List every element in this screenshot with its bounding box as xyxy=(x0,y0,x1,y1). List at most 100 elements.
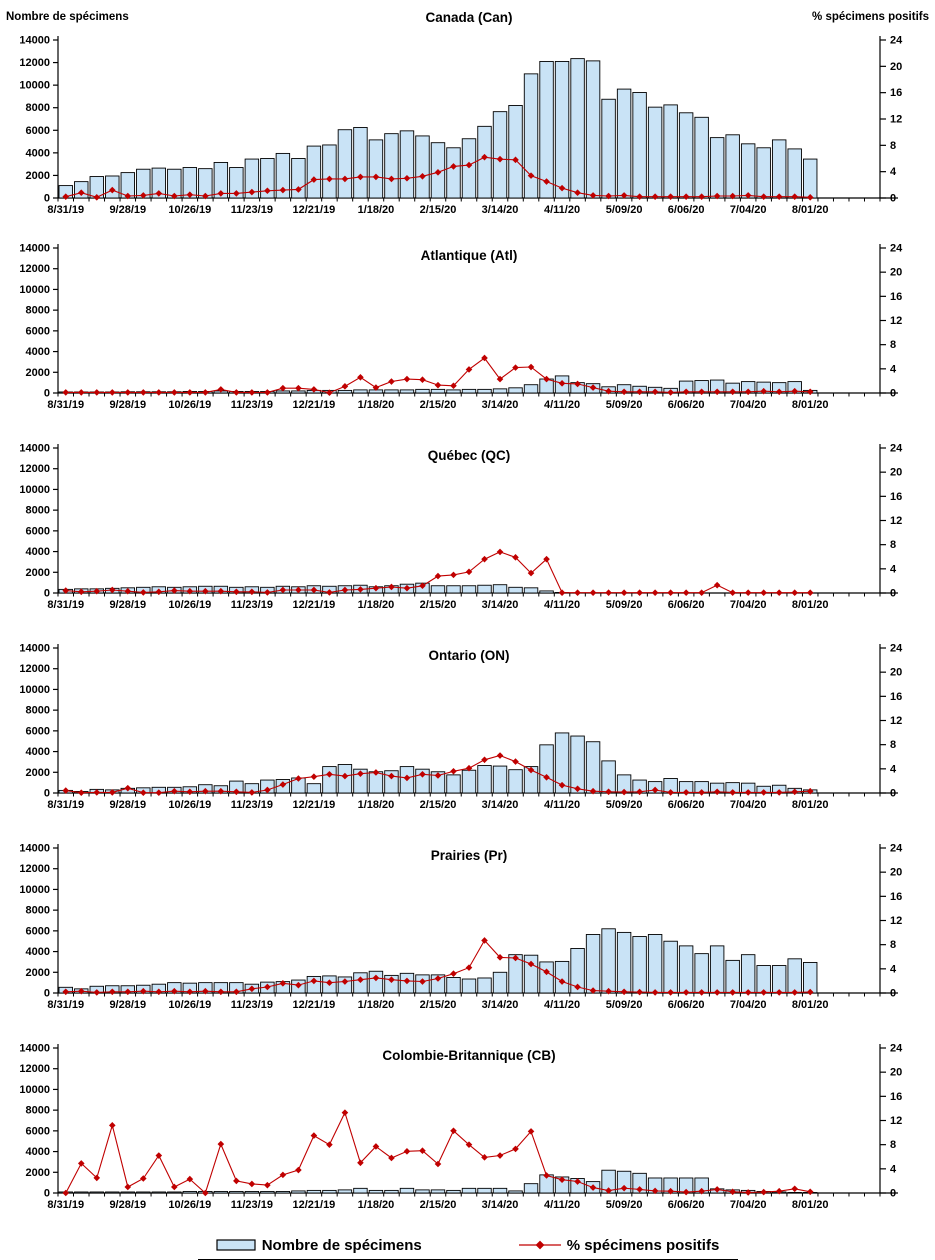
panel-title-ontario: Ontario (ON) xyxy=(429,648,510,663)
pct-point-week-2 xyxy=(77,1160,85,1167)
pct-point-week-38 xyxy=(636,388,643,396)
pct-point-week-44 xyxy=(729,789,736,796)
pct-point-week-33 xyxy=(558,589,566,596)
bar-week-31 xyxy=(523,384,539,394)
y-left-tick-label: 6000 xyxy=(26,725,50,737)
y-left-tick-label: 10000 xyxy=(19,884,50,896)
pct-point-week-23 xyxy=(403,977,411,985)
pct-point-week-36 xyxy=(605,1187,612,1194)
pct-point-week-21 xyxy=(372,173,380,181)
pct-point-week-9 xyxy=(186,988,194,996)
left-axis-title: Nombre de spécimens xyxy=(6,11,129,23)
pct-point-week-15 xyxy=(279,781,287,788)
pct-point-week-19 xyxy=(341,978,349,985)
pct-point-week-43 xyxy=(713,788,721,796)
bar-week-28 xyxy=(477,125,492,199)
x-tick-label: 8/31/19 xyxy=(47,204,84,216)
bar-week-49 xyxy=(803,158,818,199)
x-tick-label: 10/26/19 xyxy=(168,799,211,811)
x-tick-label: 1/18/20 xyxy=(358,204,395,216)
bar-week-33 xyxy=(554,732,570,794)
pct-point-week-11 xyxy=(217,988,225,996)
x-tick-label: 9/28/19 xyxy=(109,1199,146,1211)
bar-week-26 xyxy=(446,147,461,199)
bar-week-36 xyxy=(601,928,616,994)
pct-point-week-6 xyxy=(140,192,147,199)
pct-point-week-29 xyxy=(496,752,504,759)
pct-point-week-33 xyxy=(558,781,566,789)
bar-week-47 xyxy=(771,139,787,199)
pct-point-week-1 xyxy=(62,389,70,396)
pct-point-week-20 xyxy=(357,976,364,984)
bar-week-28 xyxy=(477,977,492,994)
y-right-tick-label: 0 xyxy=(890,388,896,400)
pct-point-week-43 xyxy=(713,388,721,396)
pct-point-week-25 xyxy=(434,1160,442,1168)
pct-point-week-39 xyxy=(651,193,659,200)
pct-point-week-37 xyxy=(620,1184,628,1192)
pct-point-week-38 xyxy=(636,589,643,596)
bar-week-16 xyxy=(291,1190,306,1194)
y-right-tick-label: 16 xyxy=(890,891,902,903)
y-left-tick-label: 2000 xyxy=(26,170,50,182)
pct-point-week-21 xyxy=(372,1143,380,1150)
pct-point-week-30 xyxy=(512,1145,519,1153)
bar-week-40 xyxy=(663,940,678,994)
pct-point-week-39 xyxy=(651,589,659,596)
pct-point-week-14 xyxy=(264,983,271,991)
y-right-tick-label: 24 xyxy=(890,443,903,455)
bar-week-42 xyxy=(694,116,709,199)
bar-week-20 xyxy=(353,127,368,199)
bar-week-3 xyxy=(89,1191,104,1194)
pct-point-week-12 xyxy=(233,588,240,596)
y-left-tick-label: 8000 xyxy=(26,102,50,114)
y-left-tick-label: 10000 xyxy=(19,284,50,296)
chart-colombie-britannique: 0 2000 4000 6000 8000 10000 12000 14000 0 4 8 12 16 2… xyxy=(19,1043,903,1212)
y-axis-right: 0 4 8 12 16 20 24 xyxy=(880,1043,903,1200)
line-pct-positifs xyxy=(62,548,814,596)
pct-point-week-17 xyxy=(310,176,318,183)
x-tick-label: 2/15/20 xyxy=(420,999,457,1011)
y-left-tick-label: 8000 xyxy=(26,505,50,517)
y-left-tick-label: 12000 xyxy=(19,1063,50,1075)
pct-point-week-28 xyxy=(481,354,488,362)
bar-week-39 xyxy=(647,934,663,994)
panel-title-atlantique: Atlantique (Atl) xyxy=(421,248,518,263)
pct-point-week-49 xyxy=(806,388,814,396)
pct-point-week-7 xyxy=(155,190,163,197)
pct-point-week-33 xyxy=(558,184,566,192)
pct-point-week-32 xyxy=(543,375,550,383)
x-axis: 8/31/19 9/28/19 10/26/19 11/23/19 12/21/19 1/… xyxy=(47,393,881,411)
bar-week-23 xyxy=(399,1187,415,1194)
pct-point-week-8 xyxy=(171,1183,178,1191)
x-tick-label: 9/28/19 xyxy=(109,399,146,411)
bar-week-35 xyxy=(585,934,601,994)
pct-point-week-3 xyxy=(93,194,101,201)
bar-week-46 xyxy=(756,147,771,199)
bar-week-18 xyxy=(322,1189,337,1194)
pct-point-week-5 xyxy=(124,784,132,792)
y-left-tick-label: 0 xyxy=(44,588,50,600)
y-right-tick-label: 0 xyxy=(890,988,896,1000)
x-tick-label: 4/11/20 xyxy=(544,799,580,811)
x-tick-label: 10/26/19 xyxy=(168,399,211,411)
pct-point-week-24 xyxy=(419,770,426,778)
pct-point-week-18 xyxy=(326,589,333,596)
bar-week-38 xyxy=(632,1172,647,1194)
pct-point-week-16 xyxy=(295,1166,302,1174)
y-right-tick-label: 0 xyxy=(890,588,896,600)
x-tick-label: 7/04/20 xyxy=(730,599,767,611)
pct-point-week-41 xyxy=(682,989,690,996)
x-tick-label: 12/21/19 xyxy=(292,1199,335,1211)
pct-point-week-25 xyxy=(434,169,442,176)
y-axis-right: 0 4 8 12 16 20 24 xyxy=(880,443,903,600)
pct-point-week-27 xyxy=(465,964,473,971)
bar-week-27 xyxy=(461,1187,477,1194)
bar-week-18 xyxy=(322,144,337,199)
pct-point-week-35 xyxy=(589,589,597,596)
pct-point-week-28 xyxy=(481,1154,488,1161)
bar-week-28 xyxy=(477,765,492,794)
pct-point-week-40 xyxy=(667,389,674,396)
x-tick-label: 7/04/20 xyxy=(730,204,767,216)
x-tick-label: 8/01/20 xyxy=(792,999,829,1011)
